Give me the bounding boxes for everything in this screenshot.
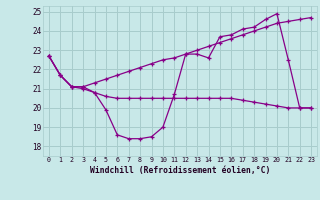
X-axis label: Windchill (Refroidissement éolien,°C): Windchill (Refroidissement éolien,°C) bbox=[90, 166, 270, 175]
